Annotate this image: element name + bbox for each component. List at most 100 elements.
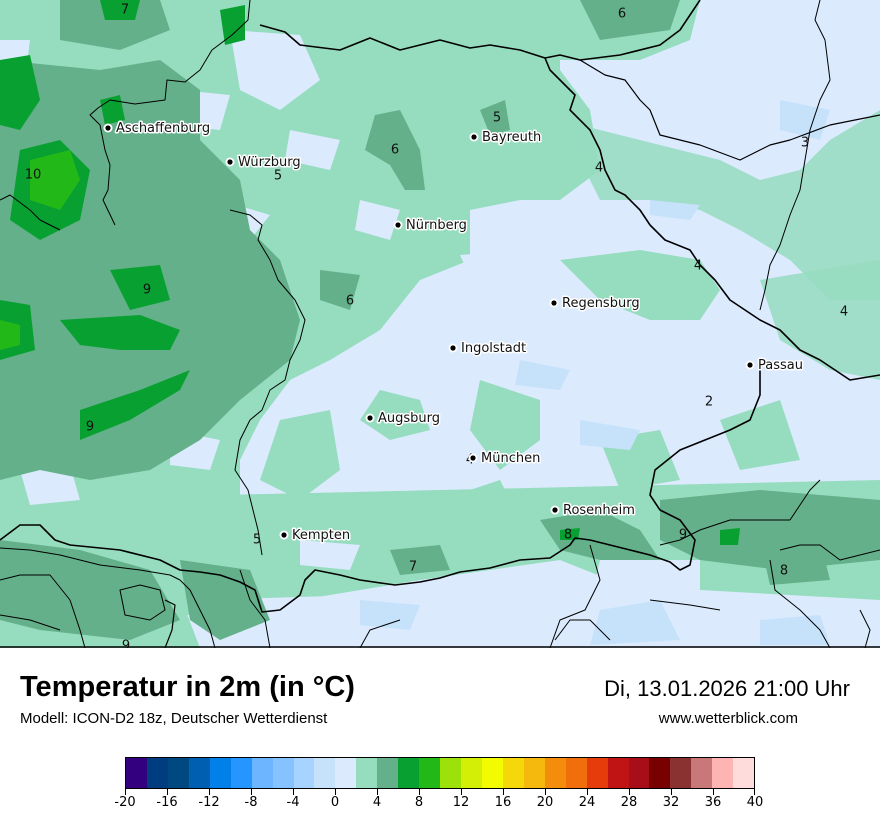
colorbar-tick-mark	[335, 789, 336, 795]
isoline-value-label: 8	[780, 564, 788, 579]
colorbar-tick-mark	[754, 789, 755, 795]
map-canvas: 7656341054964294589789 AschaffenburgWürz…	[0, 0, 880, 648]
temp-zone-8-10	[0, 150, 80, 350]
colorbar-tick-label: 28	[620, 795, 638, 810]
city-marker[interactable]: Ingolstadt	[448, 340, 528, 358]
city-marker[interactable]: Würzburg	[225, 154, 302, 172]
website-link[interactable]: www.wetterblick.com	[658, 710, 798, 727]
colorbar-segment	[440, 758, 461, 788]
city-dot-icon	[105, 125, 111, 131]
colorbar-tick-mark	[167, 789, 168, 795]
colorbar-segment	[670, 758, 692, 788]
isoline-value-label: 9	[86, 420, 94, 435]
city-label: Aschaffenburg	[116, 121, 210, 136]
city-label: Bayreuth	[482, 130, 541, 145]
colorbar-tick-label: 20	[536, 795, 554, 810]
city-dot-icon	[281, 532, 287, 538]
colorbar-segment	[167, 758, 189, 788]
city-label: Kempten	[292, 528, 350, 543]
colorbar-segment	[398, 758, 420, 788]
colorbar-tick-label: -8	[244, 795, 258, 810]
colorbar-tick-label: 8	[414, 795, 424, 810]
colorbar-segment	[523, 758, 545, 788]
colorbar-tick-mark	[545, 789, 546, 795]
city-label: Nürnberg	[406, 218, 467, 233]
colorbar-segment	[691, 758, 713, 788]
city-dot-icon	[747, 362, 753, 368]
city-marker[interactable]: Aschaffenburg	[103, 120, 212, 138]
colorbar-tick-label: -20	[114, 795, 136, 810]
model-source: Modell: ICON-D2 18z, Deutscher Wetterdie…	[20, 710, 328, 727]
colorbar-segment	[209, 758, 231, 788]
colorbar-tick-mark	[419, 789, 420, 795]
colorbar-tick-mark	[713, 789, 714, 795]
temperature-map[interactable]: 7656341054964294589789 AschaffenburgWürz…	[0, 0, 880, 648]
colorbar-segment	[419, 758, 441, 788]
colorbar-tick-label: -4	[286, 795, 300, 810]
colorbar-segment	[502, 758, 524, 788]
colorbar-segment	[607, 758, 629, 788]
isoline-value-label: 3	[801, 136, 809, 151]
city-dot-icon	[367, 415, 373, 421]
isoline-value-label: 6	[346, 294, 354, 309]
colorbar-tick-label: 16	[494, 795, 512, 810]
isoline-value-label: 4	[595, 161, 603, 176]
city-label: Ingolstadt	[461, 341, 526, 356]
city-label: Augsburg	[378, 411, 440, 426]
city-marker[interactable]: Bayreuth	[469, 129, 543, 147]
colorbar-tick-label: 0	[330, 795, 340, 810]
isoline-value-label: 9	[143, 283, 151, 298]
isoline-value-label: 9	[679, 528, 687, 543]
colorbar-tick-label: 4	[372, 795, 382, 810]
colorbar-segment	[126, 758, 147, 788]
forecast-datetime: Di, 13.01.2026 21:00 Uhr	[604, 676, 850, 701]
colorbar-tick-mark	[629, 789, 630, 795]
colorbar-segment	[565, 758, 587, 788]
colorbar-tick-label: -12	[198, 795, 220, 810]
isoline-value-label: 4	[694, 259, 702, 274]
city-label: Würzburg	[238, 155, 301, 170]
isoline-value-label: 5	[274, 169, 282, 184]
isoline-value-label: 6	[618, 7, 626, 22]
city-marker[interactable]: Augsburg	[365, 410, 442, 428]
city-marker[interactable]: Nürnberg	[393, 217, 468, 235]
colorbar-segment	[188, 758, 210, 788]
isoline-value-label: 9	[122, 639, 130, 649]
city-marker[interactable]: Regensburg	[549, 295, 641, 313]
isoline-value-label: 5	[493, 111, 501, 126]
isoline-value-label: 7	[121, 3, 129, 18]
colorbar-tick-mark	[503, 789, 504, 795]
city-dot-icon	[227, 159, 233, 165]
isoline-value-label: 5	[253, 533, 261, 548]
colorbar-ticks: -20 -16 -12 -8 -4 0 4 8 12 16 20 24 28 32 36 40	[114, 789, 763, 819]
colorbar-segment	[230, 758, 252, 788]
isoline-value-label: 2	[705, 395, 713, 410]
borders	[0, 0, 880, 648]
colorbar-tick-label: 24	[578, 795, 596, 810]
colorbar-segment	[377, 758, 399, 788]
city-marker[interactable]: Rosenheim	[550, 502, 636, 520]
colorbar-segment	[628, 758, 650, 788]
map-title: Temperatur in 2m (in °C)	[20, 671, 355, 703]
city-dot-icon	[395, 222, 401, 228]
colorbar-segment	[712, 758, 734, 788]
isoline-value-label: 10	[25, 168, 42, 183]
city-marker[interactable]: München	[468, 450, 542, 468]
colorbar-tick-mark	[125, 789, 126, 795]
city-label: Passau	[758, 358, 803, 373]
colorbar-segment	[251, 758, 273, 788]
city-marker[interactable]: Kempten	[279, 527, 352, 545]
city-label: München	[481, 451, 540, 466]
colorbar-tick-mark	[377, 789, 378, 795]
city-dot-icon	[551, 300, 557, 306]
colorbar-segment	[335, 758, 357, 788]
colorbar-segment	[481, 758, 503, 788]
colorbar-tick-label: 40	[746, 795, 764, 810]
colorbar-segment	[293, 758, 315, 788]
city-dot-icon	[470, 455, 476, 461]
isoline-labels: 7656341054964294589789	[25, 3, 848, 649]
city-marker[interactable]: Passau	[745, 357, 804, 375]
colorbar-tick-label: 32	[662, 795, 680, 810]
city-dot-icon	[552, 507, 558, 513]
city-markers: Aschaffenburg Würzburg Bayreuth Nürnberg Reg…	[103, 120, 804, 545]
